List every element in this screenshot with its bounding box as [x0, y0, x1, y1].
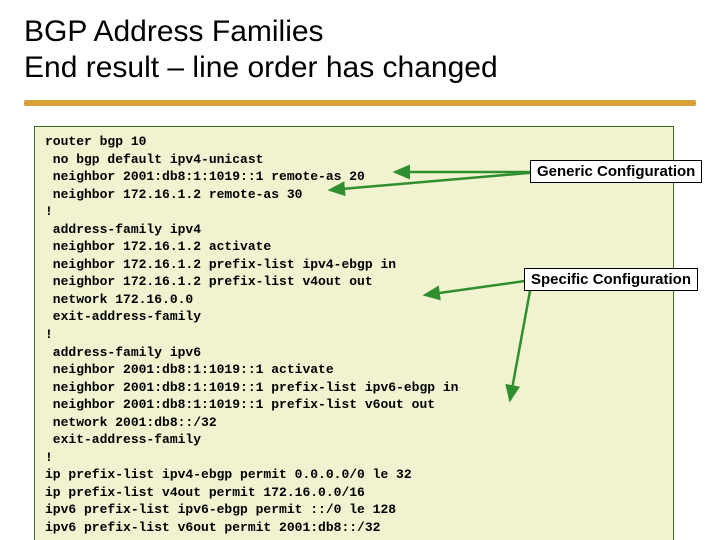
title-line-1: BGP Address Families — [24, 14, 696, 50]
label-generic-config: Generic Configuration — [530, 160, 702, 183]
title-underline — [24, 100, 696, 106]
title-line-2: End result – line order has changed — [24, 50, 696, 86]
slide-title: BGP Address Families End result – line o… — [0, 0, 720, 94]
config-code-box: router bgp 10 no bgp default ipv4-unicas… — [34, 126, 674, 540]
label-specific-config: Specific Configuration — [524, 268, 698, 291]
